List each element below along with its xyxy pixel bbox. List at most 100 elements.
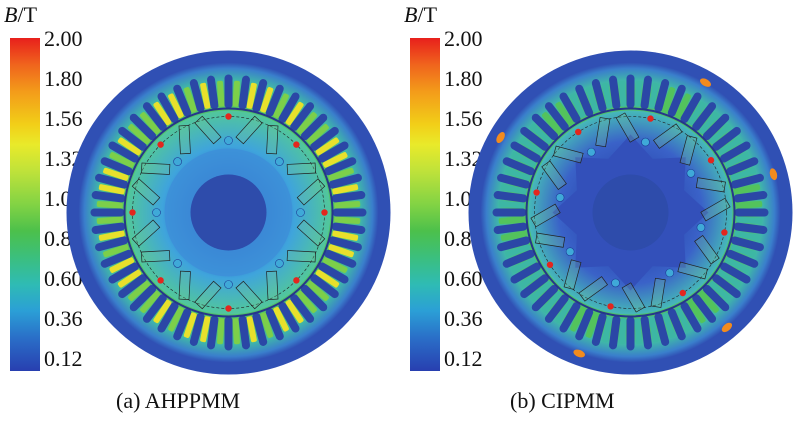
stator-tooth — [709, 280, 731, 301]
stator-slot — [129, 113, 157, 141]
permanent-magnet — [695, 177, 726, 193]
stator-slot — [95, 236, 129, 252]
stator-tooth — [555, 299, 574, 324]
permanent-magnet — [141, 250, 171, 263]
stator-tooth — [117, 269, 142, 288]
colorbar-tick-label: 0.12 — [444, 346, 483, 371]
stator-slot — [318, 262, 349, 284]
flux-barrier — [152, 208, 161, 217]
stator-slot — [720, 262, 751, 284]
stator-tooth — [140, 112, 161, 134]
permanent-magnet — [141, 162, 171, 175]
air-gap-ring — [525, 107, 736, 318]
stator-slot — [278, 302, 300, 333]
saturation-hotspot — [707, 157, 715, 164]
stator-tooth — [109, 257, 135, 273]
stator-slot — [692, 102, 717, 131]
stator-slot — [609, 75, 621, 110]
stator-tooth — [675, 306, 691, 332]
stator-slot — [520, 126, 549, 151]
stator-slot — [142, 102, 167, 131]
permanent-magnet — [700, 197, 731, 222]
stator-tooth — [334, 216, 361, 225]
saturation-hotspot — [533, 189, 540, 196]
stator-tooth — [260, 312, 274, 338]
caption-a: (a) AHPPMM — [116, 388, 241, 413]
stator-slot — [726, 157, 759, 176]
stator-tooth — [730, 167, 756, 181]
stator-tooth — [183, 87, 197, 113]
stator-tooth — [602, 82, 613, 109]
permanent-magnet — [235, 280, 263, 310]
stator-tooth — [296, 291, 317, 313]
stator-tooth — [570, 93, 586, 119]
stator-slot — [733, 191, 768, 203]
stator-tooth — [296, 112, 317, 134]
stator-tooth — [734, 230, 761, 241]
flux-barrier — [275, 259, 284, 268]
stator-slot — [733, 222, 768, 234]
stator-tooth — [109, 152, 135, 168]
stator-slot — [692, 294, 717, 323]
stator-tooth — [498, 200, 525, 209]
stator-tooth — [183, 312, 197, 338]
permanent-magnet — [266, 270, 279, 300]
stator-slot — [265, 84, 284, 117]
stator-hotspot — [769, 168, 778, 181]
stator-tooth — [96, 216, 123, 225]
stator-slot — [100, 157, 133, 176]
stator-slot — [189, 79, 205, 113]
colorbar-tick-label: 0.60 — [444, 266, 483, 291]
stator-tooth — [334, 200, 361, 209]
stator-slot — [712, 126, 741, 151]
panel-a: B/T 2.00 1.80 1.56 1.32 1.08 0.84 0.60 0.36 0.12… — [4, 2, 391, 413]
colorbar-tick-label: 2.00 — [44, 26, 83, 51]
stator-slot — [207, 75, 219, 110]
stator-slot — [265, 308, 284, 341]
stator-slot — [654, 312, 670, 346]
colorbar-tick-label: 1.56 — [44, 106, 83, 131]
stator-slot — [95, 173, 129, 189]
stator-tooth — [153, 101, 172, 126]
stator-slot — [142, 294, 167, 323]
flux-barrier — [696, 223, 706, 232]
stator-tooth — [328, 167, 354, 181]
colorbar-tick-label: 1.56 — [444, 106, 483, 131]
stator-tooth — [648, 316, 659, 343]
stator-slot — [667, 308, 686, 341]
stator-tooth — [687, 299, 706, 324]
stator-slot — [252, 312, 268, 346]
stator-slot — [559, 92, 581, 123]
stator-tooth — [232, 80, 241, 107]
stator-slot — [290, 294, 315, 323]
flux-barrier — [565, 247, 575, 257]
stator-tooth — [216, 318, 225, 345]
stator-tooth — [734, 184, 761, 195]
stator-tooth — [328, 244, 354, 258]
stator-tooth — [498, 216, 525, 225]
stator-tooth — [200, 82, 211, 109]
stator-slot — [544, 102, 569, 131]
motor-cross-section-b — [468, 50, 793, 375]
permanent-magnet — [653, 123, 683, 149]
colorbar-b — [410, 38, 440, 371]
permanent-magnet — [178, 125, 191, 155]
stator-tooth — [315, 269, 340, 288]
permanent-magnet — [296, 178, 326, 206]
stator-tooth — [103, 167, 129, 181]
saturation-hotspot — [607, 303, 614, 310]
stator-slot — [680, 302, 702, 333]
stator-slot — [157, 92, 179, 123]
stator-slot — [238, 75, 250, 110]
stator-slot — [734, 208, 769, 217]
stator-tooth — [585, 312, 599, 338]
permanent-magnet — [235, 115, 263, 145]
stator-tooth — [511, 152, 537, 168]
saturation-hotspot — [225, 113, 232, 120]
stator-slot — [654, 79, 670, 113]
rotor-outline — [534, 116, 727, 309]
stator-tooth — [519, 269, 544, 288]
colorbar-tick-label: 0.36 — [444, 306, 483, 331]
permanent-magnet — [615, 112, 640, 143]
